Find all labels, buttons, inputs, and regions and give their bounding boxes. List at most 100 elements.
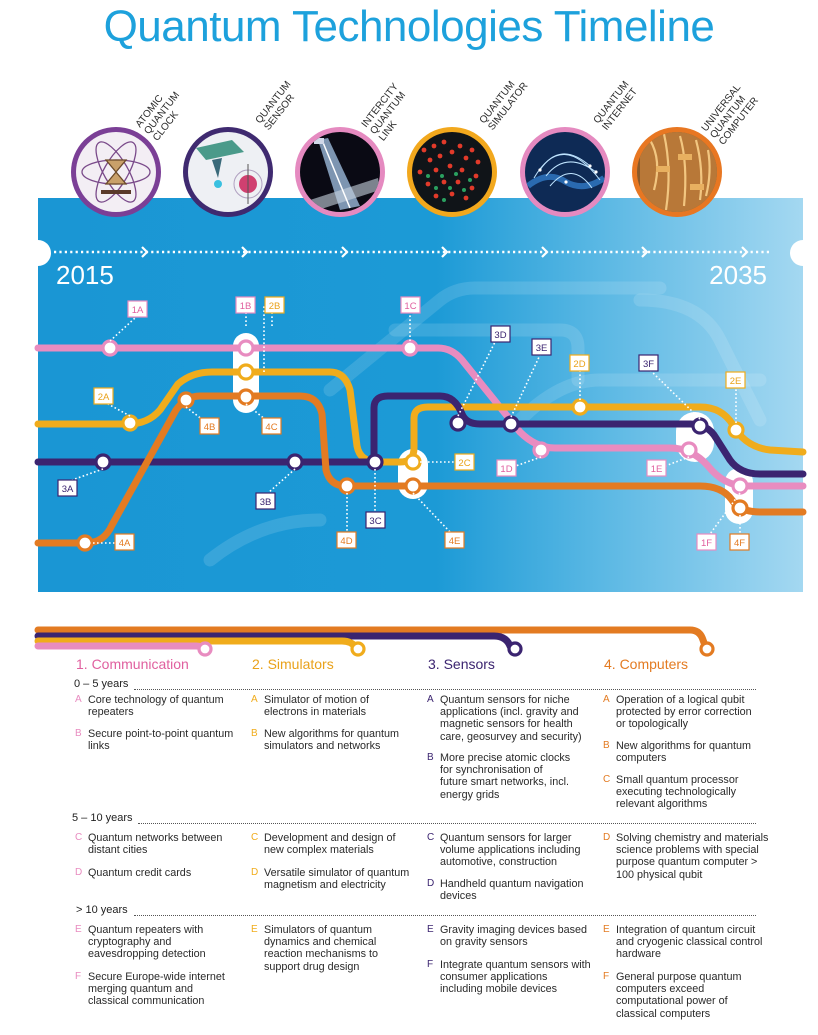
- station-4b: [177, 391, 195, 409]
- station-3d: [449, 414, 467, 432]
- station-2e: [727, 421, 745, 439]
- svg-text:1E: 1E: [651, 464, 663, 475]
- station-2c: [404, 453, 422, 471]
- panel-notch-right: [790, 240, 816, 266]
- legend-station-simulators: [350, 641, 366, 657]
- entry-computers-f: F General purpose quantum computers excee…: [603, 971, 742, 1020]
- milestone-1a: 1A: [127, 300, 148, 318]
- entry-computers-d: D Solving chemistry and materials science…: [603, 832, 769, 881]
- tech-label-quantum-simulator: QUANTUMSIMULATOR: [478, 74, 531, 133]
- technology-icons: [71, 127, 722, 217]
- label-leaders: [71, 304, 741, 544]
- svg-text:4C: 4C: [265, 422, 277, 433]
- svg-text:1B: 1B: [240, 301, 252, 312]
- milestone-3f: 3F: [638, 354, 659, 372]
- svg-text:3F: 3F: [643, 359, 654, 370]
- entry-computers-b: B New algorithms for quantum computers: [603, 740, 752, 765]
- station-1f: [731, 477, 749, 495]
- svg-text:2C: 2C: [458, 458, 470, 469]
- milestone-2a: 2A: [93, 387, 114, 405]
- tech-label-quantum-internet: QUANTUMINTERNET: [592, 79, 640, 132]
- quantum-simulator-icon: [407, 127, 497, 217]
- period-10-plus: > 10 years: [76, 904, 128, 916]
- entry-computers-e: E Integration of quantum circuit and cryo…: [603, 924, 763, 961]
- line-computers: [34, 392, 807, 547]
- milestone-1d: 1D: [496, 459, 517, 477]
- entry-communication-b: B Secure point-to-point quantum links: [75, 728, 234, 753]
- entry-simulators-b: B New algorithms for quantum simulators a…: [251, 728, 400, 753]
- line-communication: [34, 344, 807, 490]
- tech-label-intercity-link: INTERCITYQUANTUMLINK: [360, 81, 419, 143]
- legend-station-sensors: [507, 641, 523, 657]
- heading-sensors: 3. Sensors: [428, 656, 495, 672]
- tech-label-universal-computer: UNIVERSALQUANTUMCOMPUTER: [700, 82, 761, 147]
- milestone-3a: 3A: [57, 479, 78, 497]
- entry-sensors-b: B More precise atomic clocks for synchron…: [427, 752, 571, 801]
- svg-text:1F: 1F: [701, 538, 712, 549]
- panel-notch-left: [25, 240, 51, 266]
- station-3a: [94, 453, 112, 471]
- station-2a: [121, 414, 139, 432]
- milestone-4b: 4B: [199, 417, 220, 435]
- svg-text:3A: 3A: [62, 484, 74, 495]
- period-divider: [138, 823, 756, 824]
- legend-station-computers: [699, 641, 715, 657]
- milestone-1b: 1B: [235, 296, 256, 314]
- entry-sensors-f: F Integrate quantum sensors with consumer…: [427, 959, 591, 996]
- legend-line-computers: [34, 626, 710, 652]
- svg-text:2E: 2E: [730, 376, 742, 387]
- entry-sensors-e: E Gravity imaging devices based on gravit…: [427, 924, 588, 949]
- svg-text:3C: 3C: [369, 516, 381, 527]
- heading-simulators: 2. Simulators: [252, 656, 334, 672]
- milestone-2e: 2E: [725, 371, 746, 389]
- entry-communication-c: C Quantum networks between distant cities: [75, 832, 223, 857]
- svg-text:1D: 1D: [500, 464, 512, 475]
- milestone-4d: 4D: [336, 531, 357, 549]
- year-start: 2015: [56, 260, 114, 290]
- milestone-1e: 1E: [646, 459, 667, 477]
- entry-simulators-a: A Simulator of motion of electrons in mat…: [251, 694, 370, 719]
- milestone-4a: 4A: [114, 533, 135, 551]
- timeline-chevrons: [141, 246, 749, 258]
- svg-text:4A: 4A: [119, 538, 131, 549]
- station-1b: [237, 339, 255, 357]
- svg-text:4E: 4E: [449, 536, 461, 547]
- entry-communication-f: F Secure Europe-wide internet merging qua…: [75, 971, 225, 1008]
- milestone-2d: 2D: [569, 354, 590, 372]
- entry-communication-d: D Quantum credit cards: [75, 867, 192, 879]
- station-4e: [404, 477, 422, 495]
- milestone-4e: 4E: [444, 531, 465, 549]
- milestone-4f: 4F: [729, 533, 750, 551]
- heading-communication: 1. Communication: [76, 656, 189, 672]
- svg-text:3E: 3E: [536, 343, 548, 354]
- entry-communication-a: A Core technology of quantum repeaters: [75, 694, 224, 719]
- legend-line-communication: [34, 642, 208, 654]
- page-title: Quantum Technologies Timeline: [103, 2, 715, 51]
- svg-text:3D: 3D: [494, 330, 506, 341]
- station-1a: [101, 339, 119, 357]
- milestone-3e: 3E: [531, 338, 552, 356]
- milestone-3c: 3C: [365, 511, 386, 529]
- station-3f: [691, 417, 709, 435]
- tech-label-atomic-clock: ATOMICQUANTUMCLOCK: [134, 83, 191, 143]
- quantum-sensor-icon: [183, 127, 273, 217]
- svg-text:2D: 2D: [573, 359, 585, 370]
- milestone-3d: 3D: [490, 325, 511, 343]
- legend-station-communication: [197, 641, 213, 657]
- entry-sensors-c: C Quantum sensors for larger volume appli…: [427, 832, 581, 869]
- tech-label-quantum-sensor: QUANTUMSENSOR: [254, 79, 302, 132]
- svg-text:2B: 2B: [269, 301, 281, 312]
- period-divider: [134, 689, 756, 690]
- station-3e: [502, 415, 520, 433]
- station-3b: [286, 453, 304, 471]
- milestone-1f: 1F: [696, 533, 717, 551]
- svg-text:1C: 1C: [404, 301, 416, 312]
- period-5-10: 5 – 10 years: [72, 812, 133, 824]
- quantum-computer-icon: [632, 127, 722, 217]
- entry-sensors-a: A Quantum sensors for niche applications …: [427, 694, 582, 743]
- entry-computers-a: A Operation of a logical qubit protected …: [603, 694, 752, 731]
- svg-text:4D: 4D: [340, 536, 352, 547]
- period-0-5: 0 – 5 years: [74, 678, 129, 690]
- entry-computers-c: C Small quantum processor executing techn…: [603, 774, 739, 811]
